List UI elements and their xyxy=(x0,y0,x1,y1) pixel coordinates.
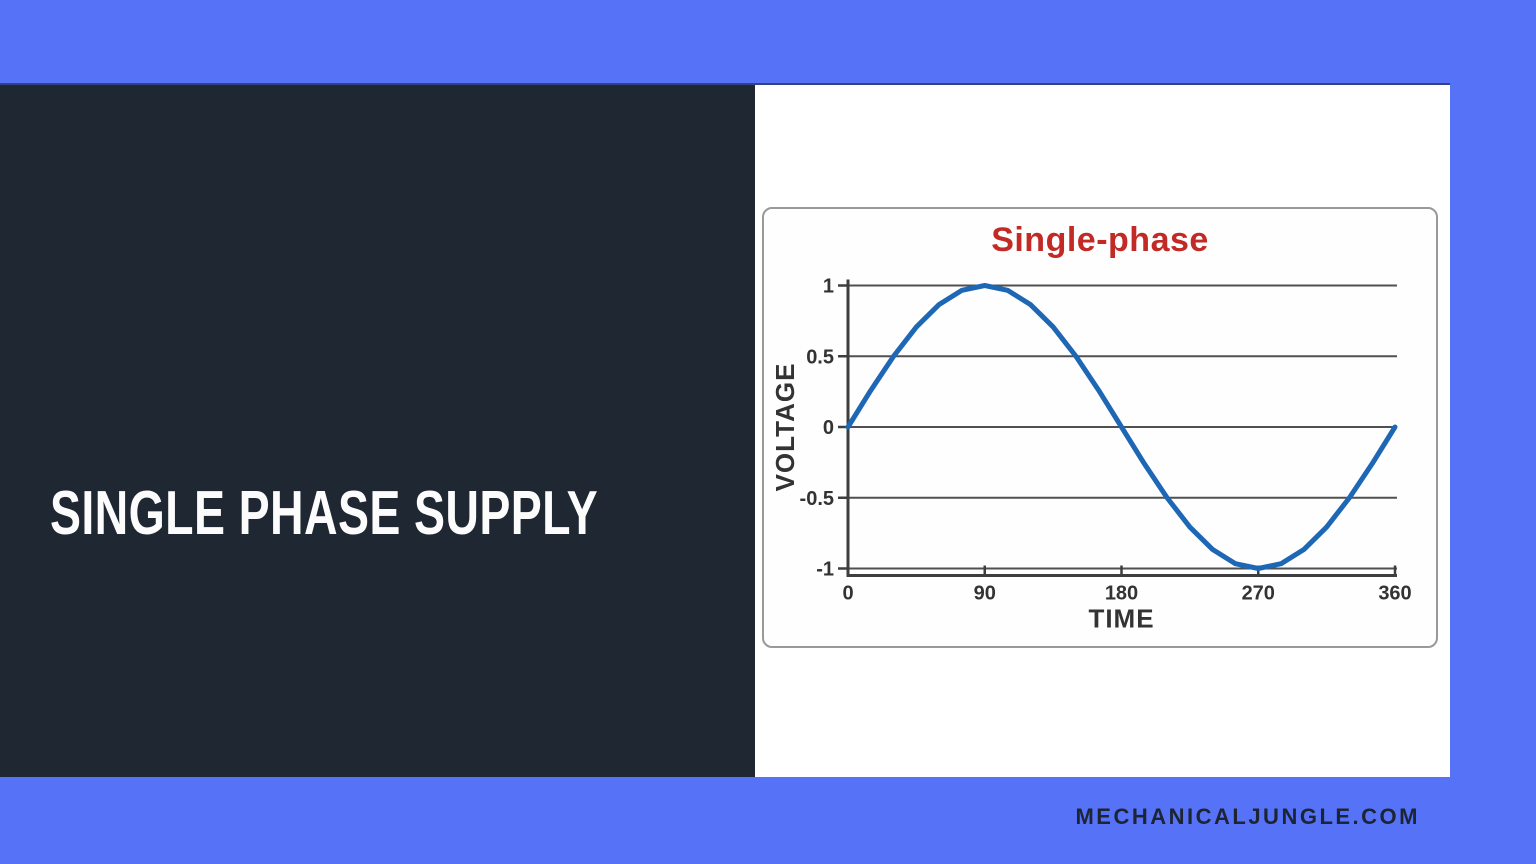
x-tick-label: 90 xyxy=(974,583,996,605)
sine-curve xyxy=(845,283,1398,571)
x-tick-label: 0 xyxy=(842,583,853,605)
y-tick-label: -1 xyxy=(816,559,834,581)
x-tick-label: 270 xyxy=(1242,583,1275,605)
sine-wave-plot: 1 0.5 0 -0.5 -1 0 90 180 270 360 TIME VOLTAGE xyxy=(770,276,1412,634)
y-tick-label: -0.5 xyxy=(800,488,834,510)
title-panel: SINGLE PHASE SUPPLY xyxy=(0,85,755,777)
x-axis-label: TIME xyxy=(1088,604,1154,634)
site-url: MECHANICALJUNGLE.COM xyxy=(1075,804,1420,829)
page-title: SINGLE PHASE SUPPLY xyxy=(50,479,599,548)
chart-title: Single-phase xyxy=(991,221,1209,259)
y-tick-label: 0 xyxy=(823,417,834,439)
x-tick-label: 360 xyxy=(1378,583,1411,605)
chart-card: Single-phase 1 0.5 0 -0.5 -1 0 90 180 270 360 TIME… xyxy=(762,207,1438,648)
y-tick-label: 1 xyxy=(823,276,834,298)
y-tick-label: 0.5 xyxy=(806,346,834,368)
y-axis-label: VOLTAGE xyxy=(770,363,800,492)
x-tick-label: 180 xyxy=(1105,583,1138,605)
